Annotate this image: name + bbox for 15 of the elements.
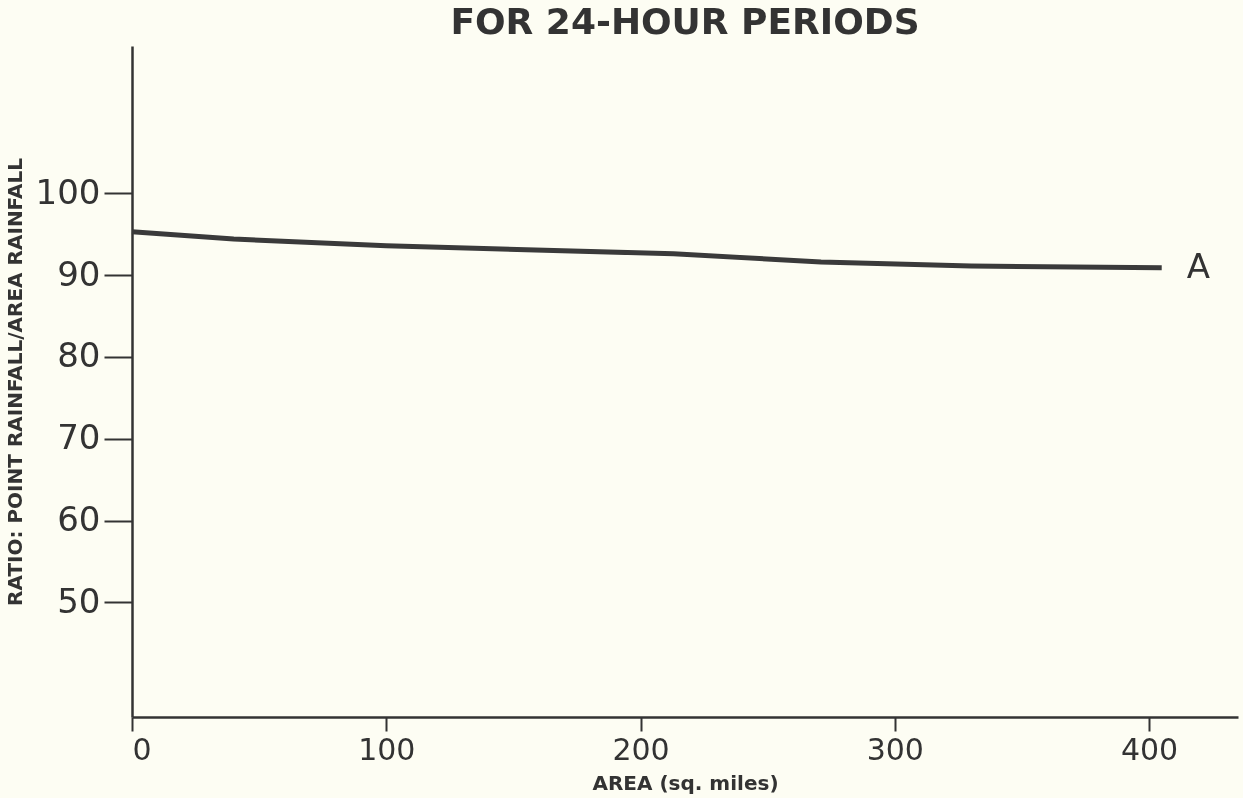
y-tick-label: 70 (57, 417, 101, 458)
x-tick-label: 200 (612, 731, 670, 767)
x-tick-label: 400 (1120, 731, 1179, 767)
x-axis-title: AREA (sq. miles) (592, 770, 779, 795)
y-tick-label: 50 (57, 580, 101, 621)
x-tick-label: 100 (358, 731, 416, 767)
y-axis-title: RATIO: POINT RAINFALL/AREA RAINFALL (2, 157, 27, 606)
x-tick-label: 0 (132, 731, 152, 767)
y-tick-label: 90 (57, 253, 101, 294)
y-tick-label: 60 (57, 499, 101, 540)
x-tick-label: 300 (866, 731, 924, 767)
y-tick-label: 100 (35, 171, 101, 212)
chart-title: FOR 24-HOUR PERIODS (450, 1, 920, 42)
series-label: A (1186, 245, 1210, 286)
y-tick-label: 80 (57, 335, 101, 376)
